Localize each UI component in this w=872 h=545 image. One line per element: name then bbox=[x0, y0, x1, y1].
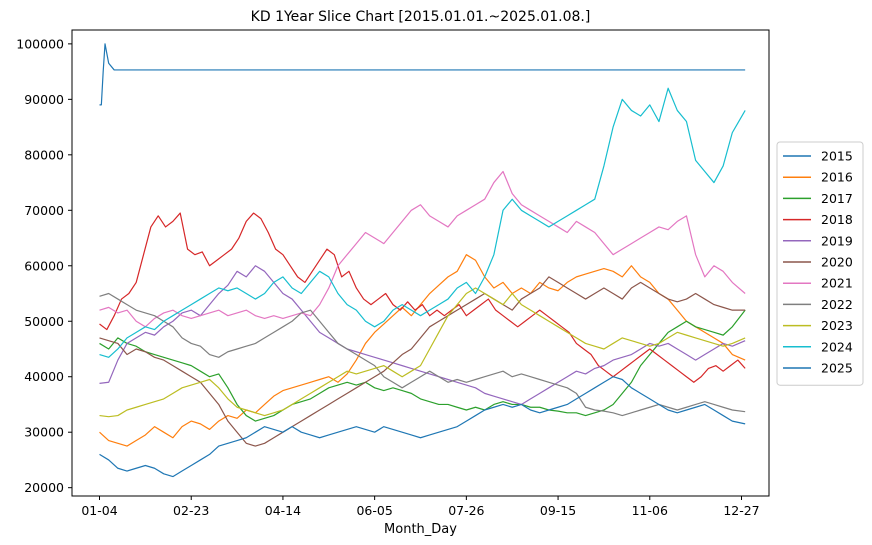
y-tick-label: 70000 bbox=[24, 203, 64, 218]
x-tick-label: 04-14 bbox=[265, 503, 301, 518]
series-line-2017 bbox=[99, 309, 746, 422]
plot-area-frame bbox=[71, 29, 770, 497]
series-line-2020 bbox=[99, 276, 746, 447]
series-line-2015 bbox=[99, 43, 746, 106]
series-line-2022 bbox=[99, 292, 746, 417]
legend-box bbox=[776, 141, 864, 386]
x-axis: 01-04 02-23 04-14 06-05 07-26 09-15 11-06 12-27 bbox=[81, 496, 760, 518]
y-tick-label: 60000 bbox=[24, 258, 64, 273]
y-tick-label: 100000 bbox=[16, 36, 64, 51]
y-tick-label: 40000 bbox=[24, 369, 64, 384]
legend-label-2021: 2021 bbox=[821, 276, 853, 291]
x-axis-title: Month_Day bbox=[384, 522, 457, 537]
legend: 2015 2016 2017 2018 2019 2020 2021 2022 2023 2024… bbox=[776, 141, 864, 386]
series-layer bbox=[99, 43, 746, 478]
series-line-2021 bbox=[99, 170, 746, 328]
chart-title: KD 1Year Slice Chart [2015.01.01.~2025.0… bbox=[251, 9, 591, 25]
legend-label-2015: 2015 bbox=[821, 149, 853, 164]
y-tick-label: 80000 bbox=[24, 147, 64, 162]
y-tick-label: 20000 bbox=[24, 480, 64, 495]
legend-label-2017: 2017 bbox=[821, 191, 853, 206]
x-tick-label: 12-27 bbox=[723, 503, 759, 518]
y-tick-label: 90000 bbox=[24, 92, 64, 107]
legend-label-2022: 2022 bbox=[821, 297, 853, 312]
x-tick-label: 06-05 bbox=[356, 503, 392, 518]
series-line-2025 bbox=[99, 376, 746, 478]
legend-label-2016: 2016 bbox=[821, 170, 853, 185]
series-line-2018 bbox=[99, 212, 746, 383]
series-line-2019 bbox=[99, 265, 746, 406]
legend-label-2025: 2025 bbox=[821, 361, 853, 376]
series-line-2024 bbox=[99, 87, 746, 358]
x-tick-label: 11-06 bbox=[632, 503, 668, 518]
y-tick-label: 50000 bbox=[24, 314, 64, 329]
x-tick-label: 01-04 bbox=[81, 503, 117, 518]
series-line-2023 bbox=[99, 287, 746, 418]
x-tick-label: 02-23 bbox=[173, 503, 209, 518]
legend-label-2019: 2019 bbox=[821, 233, 853, 248]
y-axis: 20000 30000 40000 50000 60000 70000 80000 90000… bbox=[16, 36, 72, 495]
x-tick-label: 07-26 bbox=[448, 503, 484, 518]
legend-label-2020: 2020 bbox=[821, 255, 853, 270]
x-tick-label: 09-15 bbox=[540, 503, 576, 518]
legend-label-2018: 2018 bbox=[821, 212, 853, 227]
series-line-2016 bbox=[99, 254, 746, 447]
legend-label-2023: 2023 bbox=[821, 318, 853, 333]
y-tick-label: 30000 bbox=[24, 425, 64, 440]
legend-label-2024: 2024 bbox=[821, 339, 853, 354]
